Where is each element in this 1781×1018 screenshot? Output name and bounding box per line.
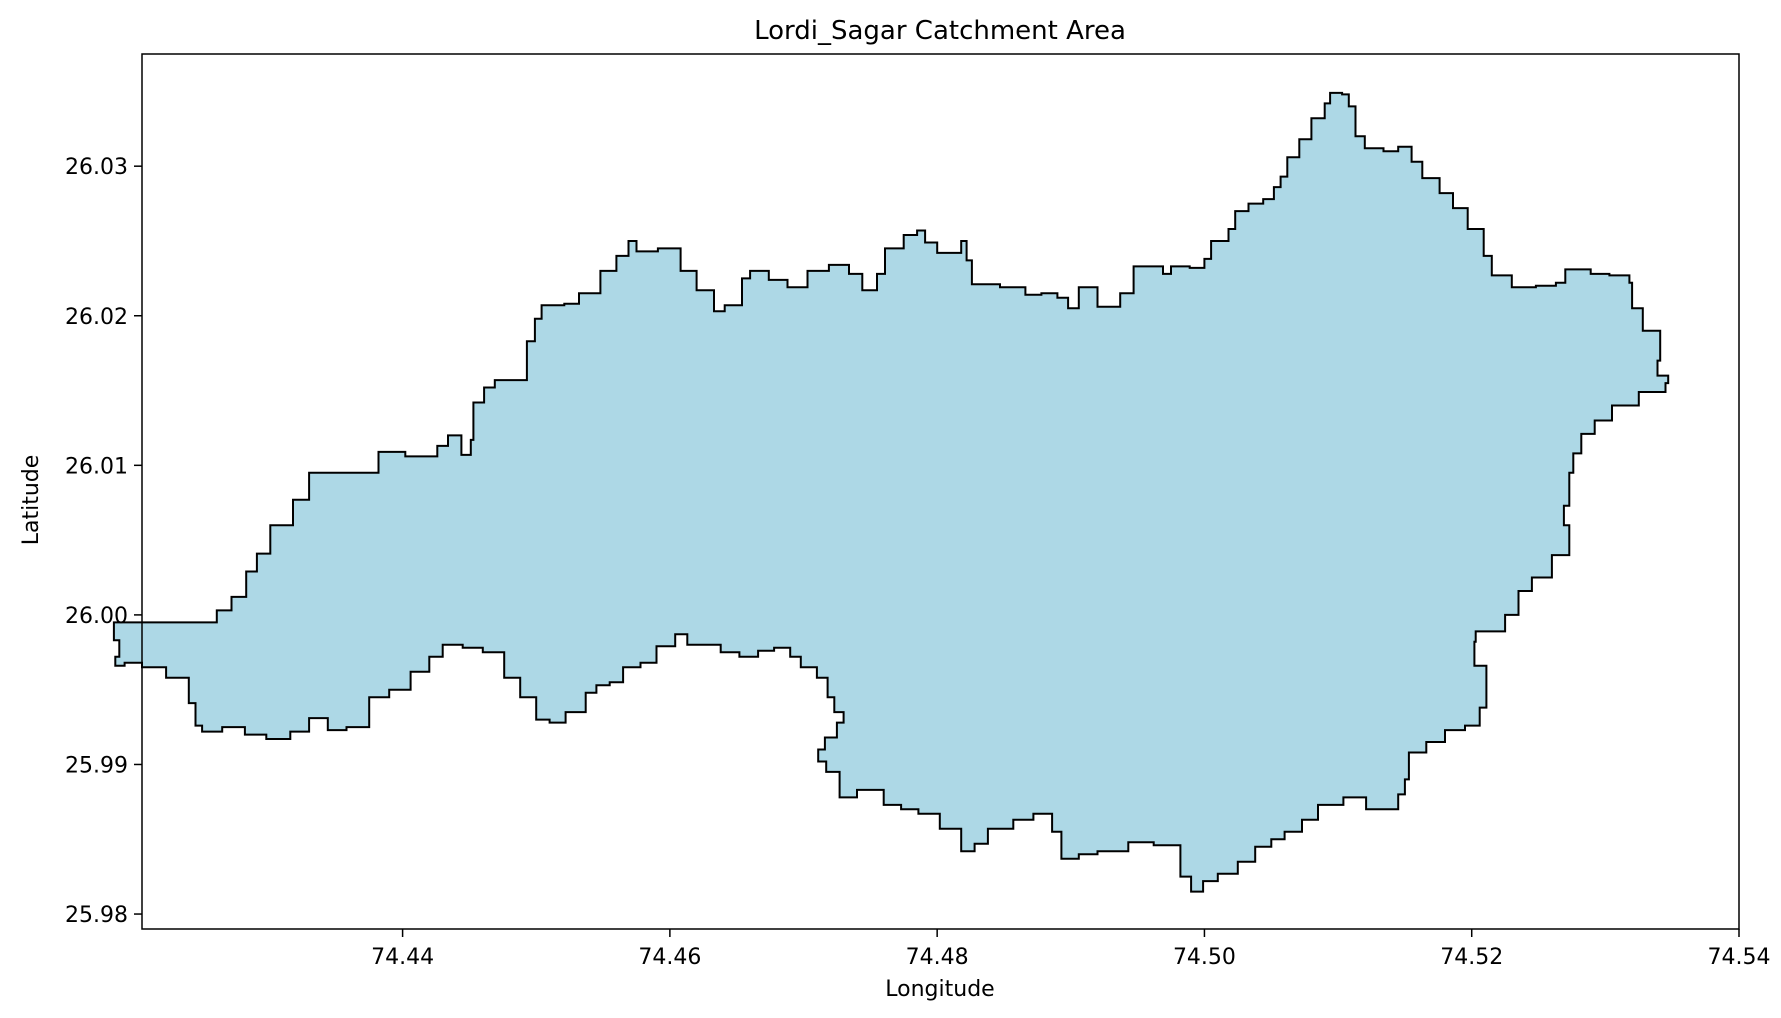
x-tick-label: 74.50: [1173, 945, 1236, 970]
y-tick-label: 26.03: [65, 155, 128, 180]
plot-area: [112, 53, 1740, 930]
y-tick-label: 26.01: [65, 454, 128, 479]
x-tick-label: 74.52: [1440, 945, 1503, 970]
y-axis-label: Latitude: [19, 455, 44, 546]
x-axis: 74.44 74.46 74.48 74.50 74.52 74.54: [371, 929, 1770, 970]
y-tick-label: 26.00: [65, 604, 128, 629]
catchment-polygon: [112, 91, 1670, 893]
y-tick-label: 25.98: [65, 903, 128, 928]
axes-frame: [141, 53, 1740, 930]
y-axis: 25.98 25.99 26.00 26.01 26.02 26.03: [65, 155, 142, 928]
chart-title: Lordi_Sagar Catchment Area: [754, 16, 1126, 46]
x-tick-label: 74.46: [638, 945, 701, 970]
x-tick-label: 74.48: [906, 945, 969, 970]
y-tick-label: 26.02: [65, 305, 128, 330]
y-tick-label: 25.99: [65, 753, 128, 778]
x-tick-label: 74.44: [371, 945, 434, 970]
x-tick-label: 74.54: [1708, 945, 1771, 970]
x-axis-label: Longitude: [885, 977, 994, 1002]
